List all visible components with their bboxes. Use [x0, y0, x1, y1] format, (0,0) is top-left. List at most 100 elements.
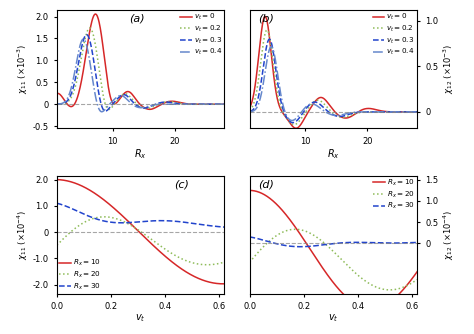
$v_t = 0.3$: [221, 102, 227, 106]
$v_t = 0.3$: [291, 121, 296, 125]
$v_t = 0$: [181, 101, 186, 105]
$v_t = 0.2$: [54, 102, 60, 106]
$R_x = 10$: [276, 205, 282, 209]
$v_t = 0.4$: [97, 109, 103, 113]
$R_x = 30$: [346, 240, 351, 244]
$v_t = 0$: [290, 125, 296, 129]
$v_t = 0.2$: [153, 103, 159, 107]
$R_x = 30$: [180, 220, 186, 224]
$R_x = 10$: [220, 282, 226, 286]
$R_x = 20$: [414, 278, 420, 282]
$v_t = 0.4$: [269, 44, 274, 48]
$R_x = 20$: [204, 263, 210, 267]
$v_t = 0.3$: [54, 102, 60, 106]
$v_t = 0.4$: [130, 103, 136, 107]
$v_t = 0.3$: [97, 99, 103, 103]
$v_t = 0$: [374, 108, 379, 112]
$v_t = 0.2$: [346, 114, 352, 118]
$R_x = 20$: [359, 276, 365, 280]
$v_t = 0.3$: [102, 109, 108, 113]
$R_x = 30$: [297, 245, 303, 249]
$v_t = 0.4$: [323, 110, 329, 114]
Line: $v_t = 0$: $v_t = 0$: [250, 16, 417, 128]
$R_x = 20$: [387, 288, 392, 292]
Line: $v_t = 0.4$: $v_t = 0.4$: [57, 39, 224, 112]
$v_t = 0.2$: [277, 101, 283, 105]
$v_t = 0.2$: [84, 31, 90, 35]
$R_x = 10$: [290, 221, 295, 225]
$R_x = 30$: [97, 218, 103, 222]
$R_x = 20$: [54, 243, 60, 247]
$R_x = 10$: [166, 257, 172, 261]
Legend: $R_x = 10$, $R_x = 20$, $R_x = 30$: $R_x = 10$, $R_x = 20$, $R_x = 30$: [59, 258, 100, 292]
$R_x = 10$: [346, 297, 351, 301]
$R_x = 20$: [221, 260, 227, 264]
$v_t = 0.3$: [323, 108, 329, 112]
$v_t = 0.2$: [166, 100, 172, 104]
$R_x = 30$: [373, 241, 379, 245]
$v_t = 0$: [359, 108, 365, 112]
$v_t = 0$: [153, 105, 159, 109]
$v_t = 0.3$: [346, 112, 352, 116]
X-axis label: $v_t$: $v_t$: [136, 313, 146, 324]
Legend: $v_t = 0$, $v_t = 0.2$, $v_t = 0.3$, $v_t = 0.4$: $v_t = 0$, $v_t = 0.2$, $v_t = 0.3$, $v_…: [373, 12, 415, 57]
Text: (b): (b): [258, 14, 274, 24]
$R_x = 10$: [97, 195, 103, 199]
Y-axis label: $\chi_{11}\ (\times10^{-3})$: $\chi_{11}\ (\times10^{-3})$: [15, 44, 30, 94]
$R_x = 20$: [97, 215, 103, 219]
$R_x = 30$: [359, 240, 365, 244]
$R_x = 30$: [84, 213, 90, 217]
Text: (a): (a): [129, 14, 145, 24]
$R_x = 10$: [221, 282, 227, 286]
$R_x = 10$: [130, 223, 136, 227]
$v_t = 0.2$: [247, 108, 253, 112]
Line: $R_x = 20$: $R_x = 20$: [250, 229, 417, 290]
$v_t = 0.4$: [346, 111, 352, 115]
$v_t = 0.4$: [414, 110, 420, 114]
Line: $v_t = 0.3$: $v_t = 0.3$: [250, 39, 417, 123]
$R_x = 20$: [290, 227, 295, 231]
$v_t = 0.3$: [130, 100, 136, 104]
Line: $R_x = 10$: $R_x = 10$: [57, 180, 224, 284]
$v_t = 0.3$: [266, 37, 272, 41]
$v_t = 0$: [92, 12, 98, 16]
$R_x = 10$: [84, 186, 90, 190]
$R_x = 20$: [84, 219, 90, 223]
$R_x = 10$: [54, 178, 60, 182]
$v_t = 0.3$: [414, 110, 420, 114]
$R_x = 20$: [323, 242, 328, 246]
$v_t = 0$: [221, 102, 227, 106]
$v_t = 0$: [84, 48, 90, 52]
$v_t = 0.3$: [277, 92, 283, 96]
$v_t = 0.2$: [130, 99, 136, 103]
$v_t = 0$: [147, 107, 153, 111]
Line: $R_x = 30$: $R_x = 30$: [57, 203, 224, 227]
$R_x = 20$: [181, 258, 186, 262]
$v_t = 0.4$: [181, 102, 186, 106]
$v_t = 0.2$: [359, 110, 365, 114]
$v_t = 0.3$: [181, 102, 186, 106]
$v_t = 0.3$: [290, 121, 296, 125]
$v_t = 0.3$: [84, 33, 90, 37]
Line: $v_t = 0$: $v_t = 0$: [57, 14, 224, 109]
Line: $v_t = 0.3$: $v_t = 0.3$: [57, 35, 224, 111]
$v_t = 0.4$: [54, 102, 60, 106]
Y-axis label: $\chi_{12}\ (\times10^{-3})$: $\chi_{12}\ (\times10^{-3})$: [441, 44, 456, 94]
$R_x = 20$: [292, 227, 298, 231]
Legend: $R_x = 10$, $R_x = 20$, $R_x = 30$: $R_x = 10$, $R_x = 20$, $R_x = 30$: [374, 178, 415, 211]
$R_x = 30$: [153, 219, 158, 223]
$R_x = 30$: [221, 225, 227, 229]
$v_t = 0.3$: [359, 110, 365, 114]
$v_t = 0.2$: [290, 122, 296, 126]
$v_t = 0.4$: [374, 110, 379, 114]
Text: (c): (c): [174, 179, 189, 189]
X-axis label: $v_t$: $v_t$: [328, 313, 338, 324]
$v_t = 0.2$: [97, 75, 103, 79]
Text: (d): (d): [258, 179, 274, 189]
$v_t = 0.4$: [153, 103, 159, 107]
Line: $v_t = 0.2$: $v_t = 0.2$: [57, 28, 224, 110]
$R_x = 30$: [247, 235, 253, 239]
$R_x = 30$: [276, 242, 282, 246]
$R_x = 20$: [101, 215, 107, 219]
$v_t = 0.4$: [277, 85, 283, 89]
